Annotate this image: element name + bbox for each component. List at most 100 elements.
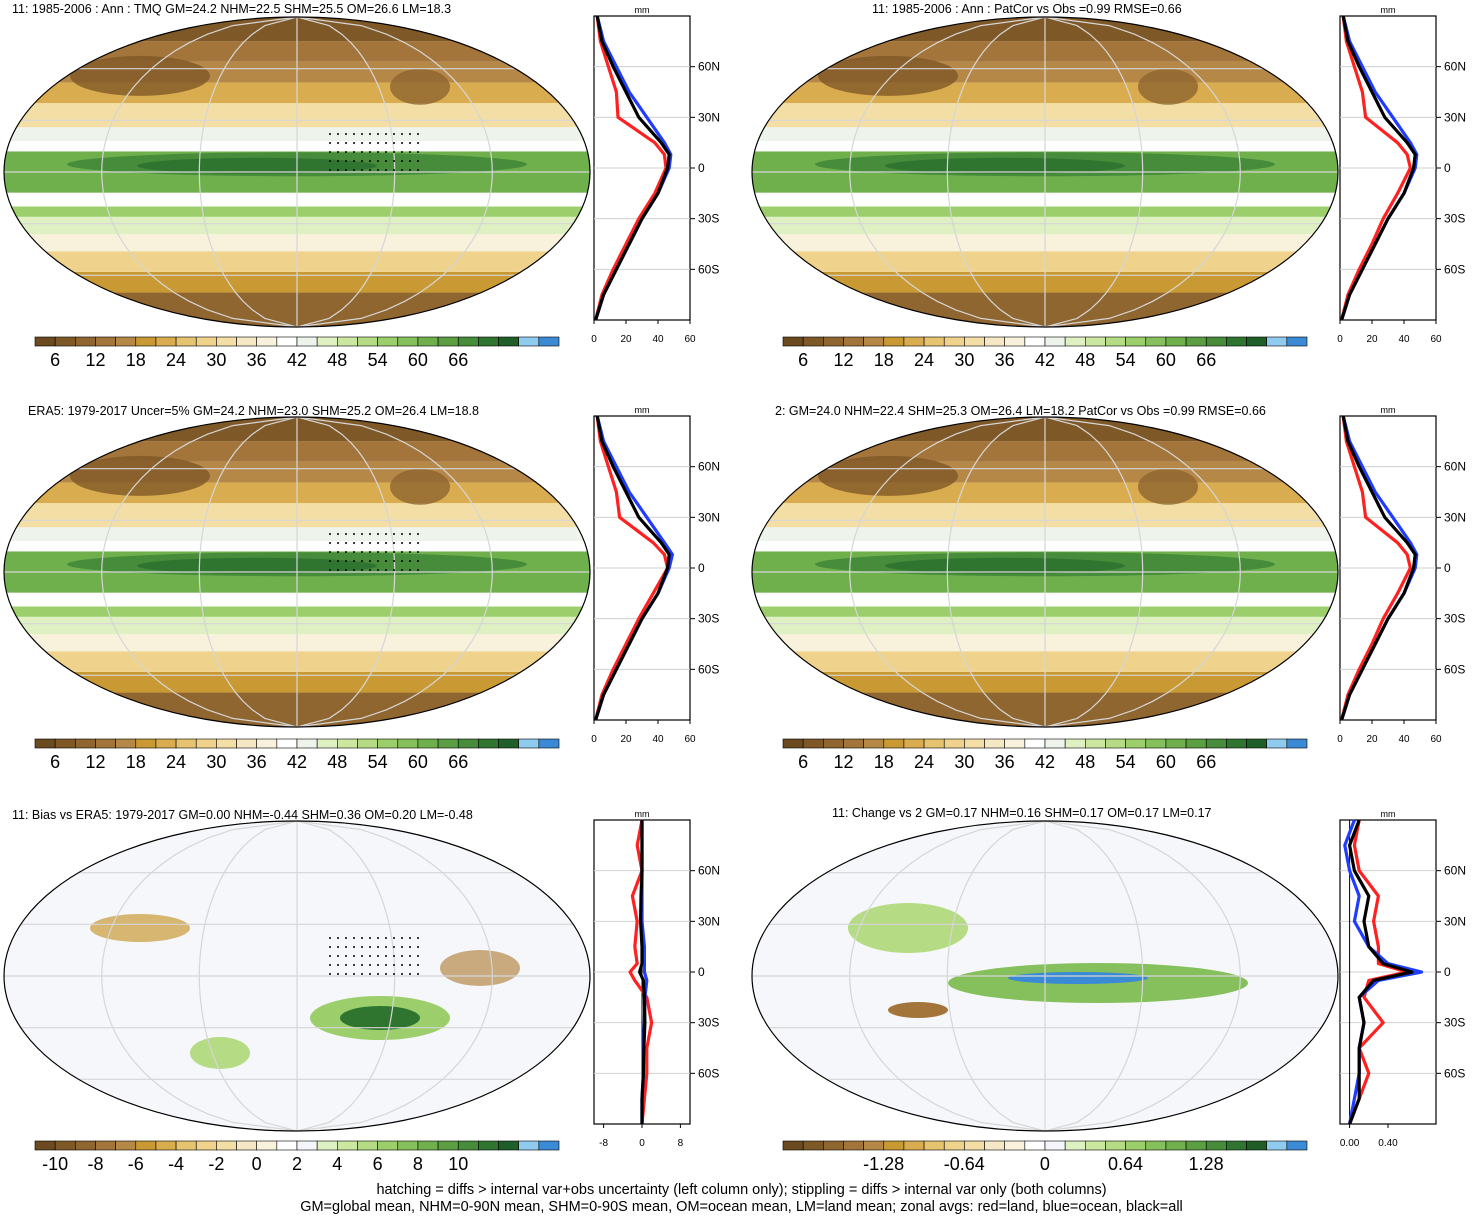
colorbar-swatch: [1185, 738, 1207, 749]
colorbar-swatch: [397, 1140, 419, 1151]
colorbar-swatch: [843, 336, 864, 347]
colorbar-swatch: [1246, 1140, 1267, 1151]
stipple-dot: [417, 560, 419, 562]
colorbar-swatch: [1185, 1140, 1207, 1151]
stipple-dot: [393, 937, 395, 939]
colorbar-swatch: [1165, 336, 1187, 347]
colorbar-label: 1.28: [1189, 1154, 1224, 1174]
stipple-dot: [361, 937, 363, 939]
world-map: [751, 820, 1339, 1132]
stipple-dot: [409, 142, 411, 144]
stipple-dot: [401, 973, 403, 975]
stipple-dot: [345, 964, 347, 966]
stipple-dot: [337, 533, 339, 535]
map-graticule: [4, 417, 590, 727]
stipple-dot: [353, 946, 355, 948]
stipple-dot: [369, 560, 371, 562]
colorbar-label: 18: [126, 350, 146, 370]
stipple-dot: [369, 533, 371, 535]
black-zonal-line: [1340, 415, 1417, 721]
colorbar-swatch: [256, 336, 278, 347]
footer-note-legend: GM=global mean, NHM=0-90N mean, SHM=0-90…: [300, 1199, 1183, 1215]
lat-tick-label: 60S: [698, 262, 719, 276]
colorbar-swatch: [1205, 1140, 1227, 1151]
x-tick-label: -8: [599, 1138, 608, 1149]
colorbar-swatch: [802, 336, 824, 347]
stipple-dot: [369, 569, 371, 571]
stipple-dot: [361, 973, 363, 975]
stipple-dot: [385, 955, 387, 957]
red-zonal-line: [594, 415, 670, 721]
colorbar-swatch: [1004, 336, 1026, 347]
colorbar-swatch: [34, 1140, 56, 1151]
colorbar-swatch: [195, 738, 217, 749]
colorbar-label: 60: [1156, 752, 1176, 772]
lat-tick-label: 30N: [1444, 914, 1466, 928]
x-tick-label: 60: [684, 734, 696, 745]
colorbar-swatch: [216, 336, 237, 347]
colorbar-label: 54: [1116, 752, 1136, 772]
map-wet-core: [137, 557, 377, 574]
colorbar-swatch: [498, 1140, 519, 1151]
colorbar-swatch: [823, 738, 844, 749]
stipple-dot: [345, 160, 347, 162]
stipple-dot: [377, 542, 379, 544]
colorbar-swatch: [518, 738, 540, 749]
stipple-dot: [345, 142, 347, 144]
stipple-dot: [353, 160, 355, 162]
colorbar-swatch: [115, 1140, 137, 1151]
colorbar-swatch: [316, 738, 338, 749]
stipple-dot: [361, 533, 363, 535]
colorbar-label: 6: [50, 350, 60, 370]
longitude-line: [296, 17, 396, 327]
colorbar-swatch: [195, 336, 217, 347]
stipple-dot: [417, 955, 419, 957]
stipple-dot: [369, 964, 371, 966]
colorbar-swatch: [1085, 336, 1106, 347]
stipple-dot: [337, 169, 339, 171]
colorbar-swatch: [1266, 1140, 1288, 1151]
colorbar-swatch: [135, 738, 157, 749]
zonal-unit-label: mm: [635, 5, 650, 15]
footer-note-hatching: hatching = diffs > internal var+obs unce…: [376, 1182, 1107, 1198]
colorbar-label: 6: [798, 350, 808, 370]
colorbar-swatch: [34, 738, 56, 749]
colorbar-swatch: [1004, 1140, 1026, 1151]
colorbar-label: 42: [1035, 350, 1055, 370]
colorbar-swatch: [1145, 336, 1167, 347]
colorbar-swatch: [1246, 738, 1267, 749]
lat-tick-label: 0: [1444, 965, 1451, 979]
colorbar-swatch: [1125, 1140, 1147, 1151]
colorbar-label: 12: [833, 350, 853, 370]
colorbar-swatch: [1024, 336, 1046, 347]
colorbar-swatch: [1024, 1140, 1046, 1151]
longitude-line: [849, 821, 1046, 1131]
map-wet-core: [885, 157, 1125, 174]
colorbar-swatch: [417, 738, 439, 749]
lat-tick-label: 30N: [698, 110, 720, 124]
map-anomaly: [1008, 972, 1148, 984]
stipple-dot: [377, 560, 379, 562]
stipple-dot: [377, 964, 379, 966]
x-tick-label: 40: [1398, 734, 1410, 745]
colorbar-swatch: [1286, 738, 1308, 749]
colorbar-swatch: [843, 1140, 864, 1151]
x-tick-label: 60: [684, 334, 696, 345]
colorbar-swatch: [1004, 738, 1026, 749]
colorbar-label: 36: [247, 752, 267, 772]
stipple-dot: [361, 560, 363, 562]
stipple-dot: [377, 551, 379, 553]
colorbar-swatch: [437, 738, 459, 749]
zonal-mean-plot: mm 60N 30N 0 30S 60S -8 0 8: [593, 809, 720, 1149]
longitude-line: [1044, 821, 1241, 1131]
stipple-dot: [369, 973, 371, 975]
colorbar-label: 30: [954, 752, 974, 772]
stipple-dot: [401, 533, 403, 535]
colorbar-label: 24: [166, 752, 186, 772]
colorbar-swatch: [316, 336, 338, 347]
x-tick-label: 20: [1366, 734, 1378, 745]
colorbar-swatch: [863, 336, 885, 347]
map-dry-region: [70, 55, 210, 96]
colorbar-swatch: [236, 336, 257, 347]
x-tick-label: 0: [1337, 334, 1343, 345]
